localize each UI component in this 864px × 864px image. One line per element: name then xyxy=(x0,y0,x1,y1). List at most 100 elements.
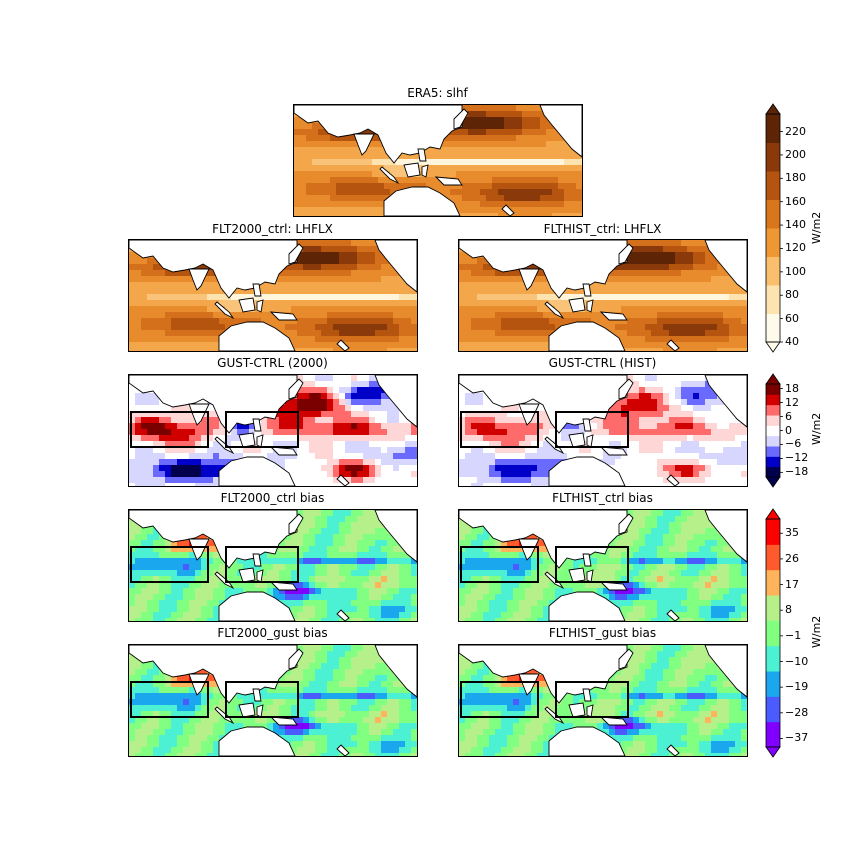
field-cell xyxy=(504,129,510,135)
field-cell xyxy=(516,177,522,183)
field-cell xyxy=(309,510,315,516)
field-cell xyxy=(657,336,663,342)
india-peninsula xyxy=(188,268,210,291)
field-cell xyxy=(477,300,483,306)
field-cell xyxy=(243,312,249,318)
map-era5 xyxy=(293,104,583,217)
field-cell xyxy=(603,282,609,288)
field-cell xyxy=(285,264,291,270)
field-cell xyxy=(477,306,483,312)
field-cell xyxy=(693,282,699,288)
field-cell xyxy=(681,465,687,471)
field-cell xyxy=(699,324,705,330)
field-cell xyxy=(729,447,735,453)
field-cell xyxy=(609,411,615,417)
field-cell xyxy=(699,459,705,465)
field-cell xyxy=(699,342,705,348)
field-cell xyxy=(225,453,231,459)
field-cell xyxy=(567,306,573,312)
field-cell xyxy=(213,552,219,558)
field-cell xyxy=(177,441,183,447)
field-cell xyxy=(135,312,141,318)
field-cell xyxy=(312,129,318,135)
field-cell xyxy=(459,405,465,411)
field-cell xyxy=(492,177,498,183)
field-cell xyxy=(711,342,717,348)
field-cell xyxy=(369,330,375,336)
field-cell xyxy=(483,258,489,264)
map-gust-ctrl-2000 xyxy=(128,374,418,487)
field-cell xyxy=(486,189,492,195)
field-cell xyxy=(306,135,312,141)
field-cell xyxy=(327,534,333,540)
field-cell xyxy=(351,429,357,435)
field-cell xyxy=(639,330,645,336)
north-america-landmass xyxy=(539,105,582,158)
field-cell xyxy=(621,465,627,471)
field-cell xyxy=(189,300,195,306)
field-cell xyxy=(651,405,657,411)
field-cell xyxy=(699,336,705,342)
field-cell xyxy=(339,411,345,417)
field-cell xyxy=(546,213,552,216)
field-cell xyxy=(165,447,171,453)
field-cell xyxy=(303,342,309,348)
field-cell xyxy=(369,294,375,300)
field-cell xyxy=(147,258,153,264)
field-cell xyxy=(207,336,213,342)
field-cell xyxy=(723,300,729,306)
field-cell xyxy=(393,546,399,552)
field-cell xyxy=(627,294,633,300)
field-cell xyxy=(450,141,456,147)
field-cell xyxy=(303,387,309,393)
field-cell xyxy=(165,294,171,300)
field-cell xyxy=(543,411,549,417)
field-cell xyxy=(681,348,687,351)
field-cell xyxy=(483,483,489,486)
field-cell xyxy=(531,336,537,342)
field-cell xyxy=(183,276,189,282)
field-cell xyxy=(681,336,687,342)
field-cell xyxy=(363,312,369,318)
field-cell xyxy=(300,141,306,147)
field-cell xyxy=(357,330,363,336)
field-cell xyxy=(399,546,405,552)
field-cell xyxy=(363,318,369,324)
field-cell xyxy=(537,441,543,447)
field-cell xyxy=(201,471,207,477)
field-cell xyxy=(519,435,525,441)
field-cell xyxy=(705,330,711,336)
field-cell xyxy=(546,123,552,129)
borneo-island xyxy=(403,162,421,178)
field-cell xyxy=(543,417,549,423)
field-cell xyxy=(711,282,717,288)
field-cell xyxy=(333,477,339,483)
field-cell xyxy=(729,342,735,348)
field-cell xyxy=(300,171,306,177)
field-cell xyxy=(351,300,357,306)
field-cell xyxy=(501,435,507,441)
field-cell xyxy=(375,429,381,435)
field-cell xyxy=(408,177,414,183)
field-cell xyxy=(483,306,489,312)
field-cell xyxy=(693,276,699,282)
field-cell xyxy=(534,153,540,159)
field-cell xyxy=(381,477,387,483)
field-cell xyxy=(363,423,369,429)
field-cell xyxy=(465,423,471,429)
field-cell xyxy=(663,423,669,429)
field-cell xyxy=(387,306,393,312)
field-cell xyxy=(723,312,729,318)
field-cell xyxy=(486,153,492,159)
field-cell xyxy=(318,171,324,177)
field-cell xyxy=(195,318,201,324)
field-cell xyxy=(135,429,141,435)
field-cell xyxy=(567,441,573,447)
field-cell xyxy=(387,546,393,552)
field-cell xyxy=(129,534,135,540)
field-cell xyxy=(393,465,399,471)
field-cell xyxy=(336,171,342,177)
field-cell xyxy=(477,342,483,348)
field-cell xyxy=(627,318,633,324)
field-cell xyxy=(309,306,315,312)
